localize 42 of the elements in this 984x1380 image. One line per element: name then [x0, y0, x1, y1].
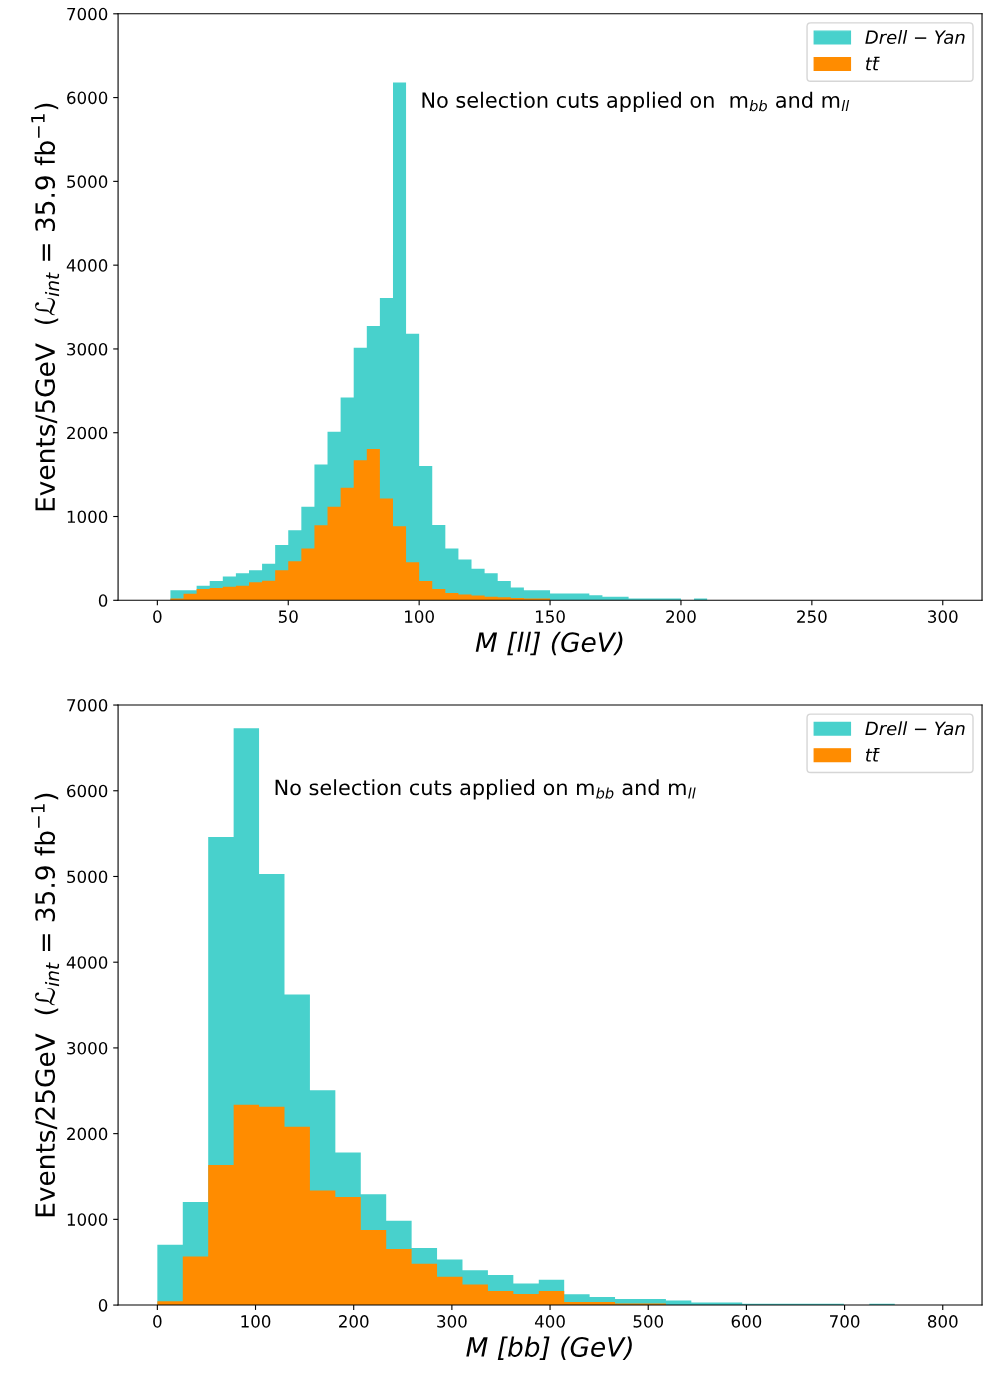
y-tick-label: 1000 — [67, 1213, 108, 1226]
x-tick-label: 500 — [633, 1315, 664, 1328]
x-tick-label: 300 — [437, 1315, 467, 1328]
annotation: No selection cuts applied on m$_{bb}$ and m$_{ll}$ — [275, 779, 696, 800]
x-tick-label: 50 — [278, 610, 298, 623]
y-tick-label: 5000 — [67, 870, 108, 884]
y-tick-label: 7000 — [67, 7, 108, 21]
annotation: No selection cuts applied on m$_{bb}$ and m$_{ll}$ — [422, 91, 850, 112]
x-tick-label: 0 — [153, 610, 162, 623]
y-axis-title: Events/25GeV (ℒ$_{int}$ = 35.9 fb$^{−1}$) — [31, 793, 60, 1217]
y-axis-title: Events/5GeV (ℒ$_{int}$ = 35.9 fb$^{−1}$) — [31, 103, 60, 511]
y-tick-label: 1000 — [67, 510, 108, 524]
x-axis-title: M [ll] (GeV) — [475, 631, 623, 656]
legend-label: tt̄ — [865, 56, 880, 71]
x-tick-label: 100 — [405, 610, 434, 623]
y-tick-label: 5000 — [67, 175, 108, 188]
y-tick-label: 3000 — [67, 342, 108, 356]
y-tick-label: 4000 — [66, 259, 108, 272]
y-tick-label: 6000 — [67, 91, 108, 105]
y-tick-label: 0 — [98, 594, 108, 607]
x-tick-label: 100 — [241, 1315, 271, 1328]
x-tick-label: 300 — [928, 610, 958, 623]
x-tick-label: 400 — [534, 1315, 565, 1328]
legend-label: tt̄ — [865, 748, 880, 762]
x-tick-label: 600 — [731, 1315, 762, 1328]
x-tick-label: 700 — [830, 1315, 860, 1328]
y-tick-label: 7000 — [67, 699, 108, 712]
x-tick-label: 200 — [339, 1315, 369, 1328]
y-tick-label: 2000 — [67, 426, 108, 440]
y-tick-label: 2000 — [67, 1127, 108, 1141]
x-tick-label: 0 — [153, 1315, 162, 1328]
legend-label: Drell − Yan — [865, 721, 965, 736]
y-tick-label: 6000 — [67, 784, 108, 798]
x-tick-label: 150 — [535, 610, 565, 623]
x-tick-label: 200 — [666, 610, 696, 623]
y-tick-label: 4000 — [66, 956, 108, 969]
x-tick-label: 800 — [927, 1315, 958, 1328]
x-axis-title: M [bb] (GeV) — [466, 1336, 632, 1361]
y-tick-label: 0 — [98, 1299, 108, 1312]
x-tick-label: 250 — [797, 610, 827, 623]
legend-label: Drell − Yan — [865, 30, 965, 45]
y-tick-label: 3000 — [67, 1041, 108, 1055]
